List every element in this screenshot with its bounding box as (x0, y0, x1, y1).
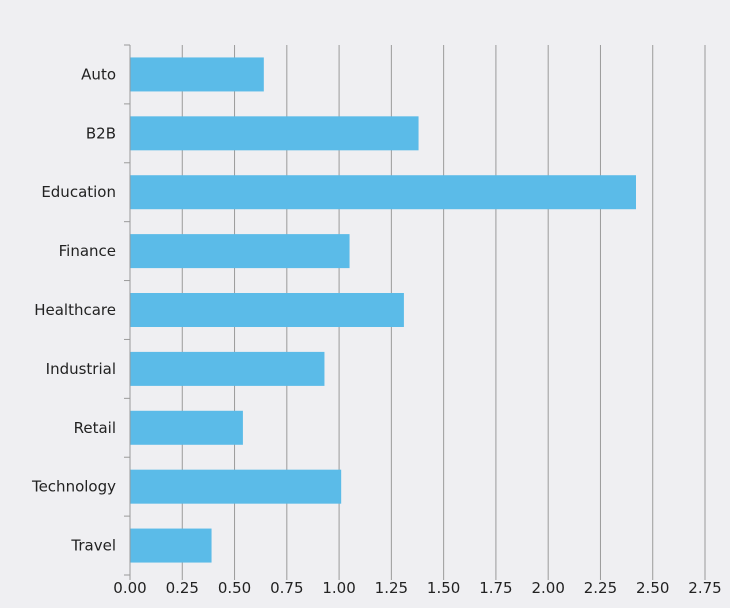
bar-layer (130, 57, 636, 563)
x-tick-label: 1.00 (322, 579, 355, 597)
bar-education (130, 175, 636, 210)
x-tick-label: 2.00 (531, 579, 564, 597)
category-label: Healthcare (34, 301, 116, 319)
x-tick-label: 0.75 (270, 579, 303, 597)
y-axis: Auto B2B Education Finance Healthcare Industr… (31, 44, 131, 576)
x-tick-label: 0.00 (113, 579, 146, 597)
x-tick-label: 0.25 (166, 579, 199, 597)
category-label: Travel (70, 537, 116, 555)
bar-travel (130, 528, 212, 563)
x-tick-label: 2.75 (688, 579, 721, 597)
bar-technology (130, 469, 342, 504)
bar-industrial (130, 351, 325, 386)
category-label: Industrial (46, 360, 116, 378)
x-tick-label: 2.25 (584, 579, 617, 597)
bar-retail (130, 410, 243, 445)
x-tick-label: 2.50 (636, 579, 669, 597)
bar-healthcare (130, 293, 404, 327)
x-tick-label: 1.25 (375, 579, 408, 597)
x-tick-label: 0.50 (218, 579, 251, 597)
bar-finance (130, 234, 350, 269)
category-label: Finance (59, 242, 116, 260)
bar-auto (130, 57, 264, 92)
bar-b2b (130, 116, 419, 151)
x-axis: 0.00 0.25 0.50 0.75 1.00 1.25 1.50 1.75 2.00 2.25… (113, 575, 722, 597)
category-label: Education (41, 183, 116, 201)
category-label: Auto (81, 65, 116, 83)
category-label: Retail (74, 419, 116, 437)
category-label: B2B (86, 124, 116, 142)
x-tick-label: 1.50 (427, 579, 460, 597)
category-label: Technology (31, 478, 116, 496)
x-tick-label: 1.75 (479, 579, 512, 597)
